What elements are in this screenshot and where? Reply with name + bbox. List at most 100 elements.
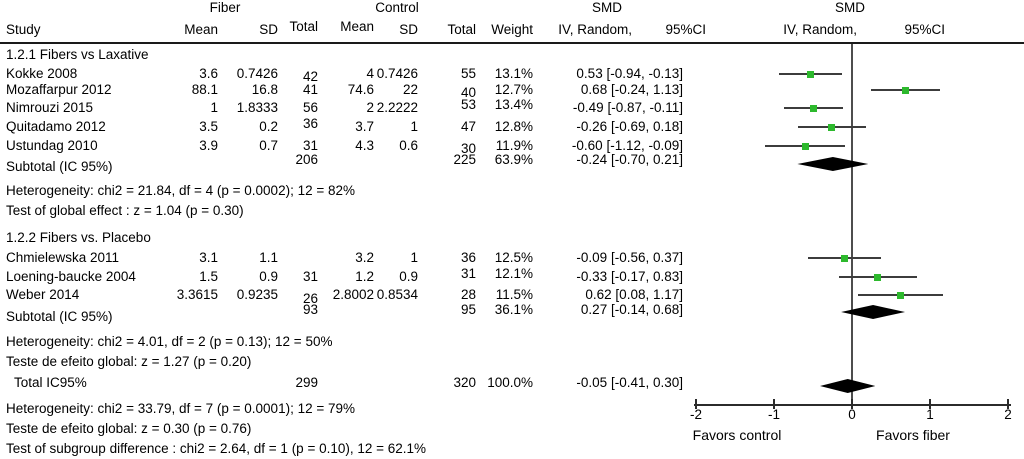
- effect-marker: [896, 291, 904, 299]
- control-mean: 3.7: [355, 119, 374, 134]
- fiber-total: 36: [302, 116, 318, 131]
- control-mean: 4.3: [355, 138, 374, 153]
- smd-plot-header: SMD: [835, 0, 865, 15]
- control-total: 28: [460, 287, 476, 302]
- study-column-header: Study: [6, 22, 41, 37]
- control-mean-header: Mean: [340, 19, 374, 34]
- fiber-total-sum: 206: [295, 152, 318, 167]
- fiber-total: 56: [302, 100, 318, 115]
- control-mean: 2: [366, 100, 374, 115]
- table-row: Chmielewska 2011 3.1 1.1 3.2 1 36 12.5% …: [0, 250, 1024, 266]
- smd-text-header: SMD: [592, 0, 622, 15]
- subtotal-label: Subtotal (IC 95%): [6, 309, 113, 324]
- control-mean: 4: [366, 66, 374, 81]
- subgroup-test-text: Test of subgroup difference : chi2 = 2.6…: [6, 441, 427, 456]
- table-row: Quitadamo 2012 3.5 0.2 36 3.7 1 47 12.8%…: [0, 116, 1024, 135]
- control-total: 53: [460, 97, 476, 112]
- control-total: 36: [460, 250, 476, 265]
- smd-ci-value: 0.62 [0.08, 1.17]: [585, 287, 683, 302]
- weight-value: 11.9%: [495, 138, 533, 153]
- fiber-sd: 0.9235: [236, 287, 278, 302]
- smd-ci-value: -0.26 [-0.69, 0.18]: [576, 119, 683, 134]
- fiber-sd: 0.7426: [236, 66, 278, 81]
- fiber-sd: 0.7: [259, 138, 278, 153]
- header-rule: [0, 42, 1024, 44]
- smd-ci-value: 0.68 [-0.24, 1.13]: [580, 82, 683, 97]
- summary-diamond: [820, 379, 876, 393]
- effect-marker: [807, 70, 815, 78]
- fiber-total: 31: [302, 138, 318, 153]
- weight-value: 13.1%: [494, 66, 533, 81]
- study-name: Loening-baucke 2004: [6, 269, 136, 284]
- smd-ci-value: -0.49 [-0.87, -0.11]: [572, 100, 683, 115]
- study-name: Kokke 2008: [6, 66, 78, 81]
- total-row: Total IC95% 299 320 100.0% -0.05 [-0.41,…: [0, 375, 1024, 391]
- smd-ci-total: -0.05 [-0.41, 0.30]: [576, 375, 683, 390]
- effect-marker: [801, 142, 809, 150]
- effect-test-total-text: Teste de efeito global: z = 0.30 (p = 0.…: [6, 421, 252, 436]
- control-sd: 1: [410, 250, 418, 265]
- control-total: 30: [460, 141, 476, 156]
- effect-test-text: Test of global effect : z = 1.04 (p = 0.…: [6, 203, 244, 218]
- fiber-total-header: Total: [289, 19, 318, 34]
- weight-sum: 63.9%: [494, 152, 533, 167]
- weight-value: 12.5%: [494, 250, 533, 265]
- control-mean: 1.2: [355, 269, 374, 284]
- control-group-header: Control: [375, 0, 419, 15]
- summary-diamond: [841, 305, 906, 319]
- heterogeneity-text: Heterogeneity: chi2 = 4.01, df = 2 (p = …: [6, 334, 333, 349]
- control-total: 47: [460, 119, 476, 134]
- fiber-sd: 0.2: [259, 119, 278, 134]
- subtotal-label: Subtotal (IC 95%): [6, 159, 113, 174]
- study-name: Chmielewska 2011: [6, 250, 120, 265]
- axis-tick: [851, 399, 853, 409]
- weight-value: 12.8%: [494, 119, 533, 134]
- control-total-sum: 225: [453, 152, 476, 167]
- smd-ci-value: -0.33 [-0.17, 0.83]: [576, 269, 683, 284]
- axis-tick: [929, 399, 931, 409]
- fiber-sd: 0.9: [259, 269, 278, 284]
- table-row: Ustundag 2010 3.9 0.7 31 4.3 0.6 30 11.9…: [0, 138, 1024, 156]
- study-name: Quitadamo 2012: [6, 119, 106, 134]
- axis-tick: [695, 399, 697, 409]
- fiber-mean: 88.1: [191, 82, 218, 97]
- control-total-sum: 95: [460, 302, 476, 317]
- axis-tick-label: 0: [848, 407, 856, 422]
- summary-diamond: [797, 157, 869, 171]
- favors-fiber-label: Favors fiber: [876, 427, 950, 443]
- effect-test-text: Teste de efeito global: z = 1.27 (p = 0.…: [6, 354, 252, 369]
- control-sd: 0.9: [399, 269, 418, 284]
- study-name: Nimrouzi 2015: [6, 100, 94, 115]
- control-sd: 0.8534: [376, 287, 418, 302]
- smd-ci-value: -0.09 [-0.56, 0.37]: [576, 250, 683, 265]
- control-sd: 1: [410, 119, 418, 134]
- axis-tick-label: -2: [689, 407, 702, 422]
- heterogeneity-text: Heterogeneity: chi2 = 21.84, df = 4 (p =…: [6, 183, 355, 198]
- total-label: Total IC95%: [14, 375, 87, 390]
- axis-tick-label: 2: [1004, 407, 1012, 422]
- fiber-grand-total: 299: [295, 375, 318, 390]
- fiber-sd: 16.8: [251, 82, 278, 97]
- control-mean: 74.6: [347, 82, 374, 97]
- study-name: Weber 2014: [6, 287, 80, 302]
- fiber-mean: 1.5: [199, 269, 218, 284]
- weight-sum: 36.1%: [494, 302, 533, 317]
- fiber-total: 26: [302, 291, 318, 306]
- control-grand-total: 320: [453, 375, 476, 390]
- study-name: Mozaffarpur 2012: [6, 82, 112, 97]
- table-row: Mozaffarpur 2012 88.1 16.8 41 74.6 22 40…: [0, 82, 1024, 100]
- weight-value: 12.7%: [494, 82, 533, 97]
- subtotal-row: Subtotal (IC 95%) 206 225 63.9% -0.24 [-…: [0, 152, 1024, 174]
- section-label: 1.2.2 Fibers vs. Placebo: [6, 230, 151, 245]
- iv-random-header-right: IV, Random,: [783, 22, 857, 37]
- weight-grand-total: 100.0%: [487, 375, 533, 390]
- control-mean: 2.8002: [332, 287, 374, 302]
- effect-marker: [874, 273, 882, 281]
- control-total-header: Total: [447, 22, 476, 37]
- study-name: Ustundag 2010: [6, 138, 98, 153]
- effect-marker: [828, 123, 836, 131]
- fiber-mean: 3.3615: [176, 287, 218, 302]
- iv-random-header-left: IV, Random,: [558, 22, 632, 37]
